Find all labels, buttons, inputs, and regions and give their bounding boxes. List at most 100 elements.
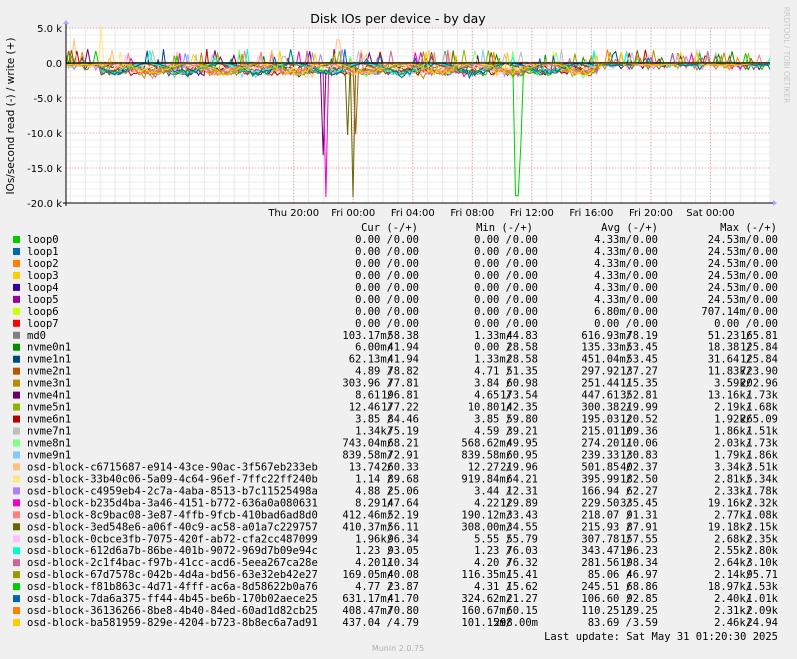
legend-value-max: 2.03k/ (714, 437, 752, 449)
legend-value-min: 324.62m/ (461, 593, 512, 605)
legend-value-max: 2.15k (746, 521, 778, 533)
legend-value-avg: 4.33m/ (594, 246, 632, 258)
legend-value-cur: 52.19 (387, 509, 419, 521)
y-tick-label: -10.0 k (27, 129, 62, 140)
legend-value-avg: 0.00 (633, 234, 658, 246)
legend-series-name: nvme5n1 (27, 402, 71, 414)
legend-swatch (13, 379, 20, 387)
legend-value-max: 24.53m/ (708, 282, 752, 294)
legend-value-min: 28.58 (506, 354, 538, 366)
legend-value-cur: 70.80 (387, 605, 419, 617)
legend-value-avg: 6.80m/ (594, 306, 632, 318)
legend-value-cur: 260.33 (381, 461, 419, 473)
munin-version: Munin 2.0.75 (372, 644, 424, 653)
last-update: Last update: Sat May 31 01:20:30 2025 (544, 631, 778, 643)
legend-series-name: osd-block-7da6a375-ff44-4b45-be6b-170b02… (27, 593, 318, 605)
legend-value-min: 0.00 / (474, 306, 512, 318)
legend-swatch (13, 355, 20, 363)
legend-swatch (13, 499, 20, 507)
legend-value-min: 919.84m/ (461, 473, 512, 485)
legend-value-avg: 130.83 (620, 449, 658, 461)
legend-value-min: 0.00 (513, 294, 538, 306)
legend-value-min: 12.31 (506, 485, 538, 497)
legend-value-max: 1.53k (746, 581, 778, 593)
legend-value-min: 60.95 (506, 449, 538, 461)
legend-series-name: osd-block-36136266-8be8-4b40-84ed-60ad1d… (27, 605, 318, 617)
legend-value-min: 190.12m/ (461, 509, 512, 521)
x-axis-arrow (773, 200, 777, 206)
legend-value-min: 76.03 (506, 545, 538, 557)
legend-value-cur: 96.34 (387, 533, 419, 545)
legend-value-cur: 68.21 (387, 437, 419, 449)
legend-value-min: 4.20 / (474, 557, 512, 569)
legend-series-name: loop0 (27, 234, 59, 246)
legend-series-name: loop5 (27, 294, 59, 306)
legend-value-avg: 251.44 / (581, 378, 632, 390)
legend-value-min: 1.33m/ (474, 330, 512, 342)
legend-value-avg: 110.25 / (581, 605, 632, 617)
legend-value-avg: 281.56 / (581, 557, 632, 569)
legend-header-avg: Avg (-/+) (601, 222, 658, 234)
legend-value-avg: 92.85 (626, 593, 658, 605)
x-tick-label: Fri 00:00 (331, 208, 375, 219)
y-tick-label: -20.0 k (27, 199, 62, 210)
legend-value-cur: 41.94 (387, 354, 419, 366)
legend-value-avg: 0.00 (633, 282, 658, 294)
legend-value-max: 19.18k/ (708, 521, 752, 533)
legend-value-cur: 1.14 / (355, 473, 393, 485)
legend-value-cur: 1.34k/ (355, 426, 393, 438)
legend-series-name: md0 (27, 330, 46, 342)
legend-value-min: 60.98 (506, 378, 538, 390)
legend-value-min: 5.55 / (474, 533, 512, 545)
legend-value-max: 165.81 (740, 330, 778, 342)
legend-value-max: 2.35k (746, 533, 778, 545)
legend-value-cur: 0.00 (394, 318, 419, 330)
legend-value-min: 49.95 (506, 437, 538, 449)
legend-value-min: 116.35m/ (461, 569, 512, 581)
y-tick-label: -5.0 k (34, 94, 63, 105)
legend-value-min: 0.00 / (474, 294, 512, 306)
legend-value-min: 3.44 / (474, 485, 512, 497)
legend-value-max: 2.81k/ (714, 473, 752, 485)
legend-value-cur: 1.96k/ (355, 533, 393, 545)
legend-value-avg: 106.60 / (581, 593, 632, 605)
legend-value-max: 125.84 (740, 342, 778, 354)
legend-value-max: 1.01k (746, 593, 778, 605)
legend-value-avg: 53.45 (626, 354, 658, 366)
legend-series-name: loop2 (27, 258, 59, 270)
legend-series-name: loop7 (27, 318, 59, 330)
legend-value-max: 18.97k/ (708, 581, 752, 593)
legend-value-max: 2.77k/ (714, 509, 752, 521)
legend-value-avg: 215.93 / (581, 521, 632, 533)
legend-value-avg: 62.27 (626, 485, 658, 497)
legend-value-cur: 75.19 (387, 426, 419, 438)
legend-value-max: 11.83k/ (708, 366, 752, 378)
legend-value-avg: 245.51 / (581, 581, 632, 593)
legend-value-avg: 501.85 / (581, 461, 632, 473)
legend-value-max: 31.64 / (708, 354, 752, 366)
legend-swatch (13, 619, 20, 627)
legend-value-avg: 451.04m/ (581, 354, 632, 366)
legend-value-max: 125.84 (740, 354, 778, 366)
x-tick-label: Fri 16:00 (569, 208, 613, 219)
x-tick-label: Fri 12:00 (510, 208, 554, 219)
legend-value-cur: 1.23 / (355, 545, 393, 557)
legend-swatch (13, 595, 20, 603)
legend-value-min: 15.41 (506, 569, 538, 581)
legend-swatch (13, 319, 20, 327)
legend-value-avg: 182.50 (620, 473, 658, 485)
legend-swatch (13, 547, 20, 555)
chart-title: Disk IOs per device - by day (310, 11, 486, 26)
legend-value-min: 33.43 (506, 509, 538, 521)
legend-value-cur: 303.96 / (342, 378, 393, 390)
legend-value-cur: 410.37m/ (342, 521, 393, 533)
legend-series-name: osd-block-33b40c06-5a09-4c64-96ef-7ffc22… (27, 473, 318, 485)
legend-value-max: 0.00 (753, 306, 778, 318)
legend-series-name: loop3 (27, 270, 59, 282)
legend-swatch (13, 283, 20, 291)
legend-value-cur: 89.68 (387, 473, 419, 485)
legend-value-cur: 839.58m/ (342, 449, 393, 461)
legend-value-min: 3.84 / (474, 378, 512, 390)
legend-value-min: 21.27 (506, 593, 538, 605)
legend-value-max: 0.00 (753, 294, 778, 306)
